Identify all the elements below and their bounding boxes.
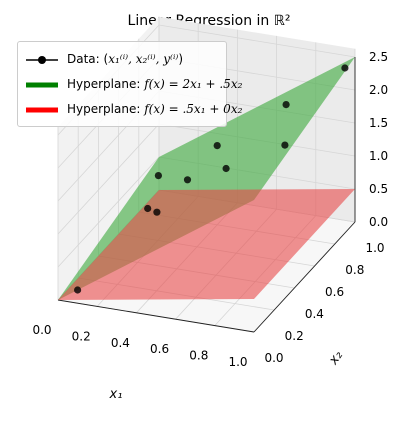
data-point: [74, 286, 82, 294]
data-point: [183, 176, 192, 184]
data-point: [144, 204, 152, 213]
x2-tick-label: 0.0: [264, 351, 283, 365]
legend-item-red-plane: Hyperplane: f(x) = .5x₁ + 0x₂: [24, 100, 242, 120]
legend-item-green-plane: Hyperplane: f(x) = 2x₁ + .5x₂: [24, 75, 242, 95]
legend-item-data: Data: (x₁⁽ⁱ⁾, x₂⁽ⁱ⁾, y⁽ⁱ⁾): [24, 50, 224, 70]
z-tick-label: 1.5: [369, 116, 388, 130]
x2-tick-label: 0.8: [345, 263, 364, 277]
z-tick-label: 1.0: [369, 149, 388, 163]
legend-label-green-plane: Hyperplane: f(x) = 2x₁ + .5x₂: [67, 77, 243, 91]
data-point: [281, 141, 289, 149]
data-point: [154, 172, 162, 180]
x1-axis-label: x₁: [109, 387, 123, 402]
z-tick-label: 2.0: [369, 83, 388, 97]
data-points: [74, 64, 349, 294]
z-tick-label: 0.0: [369, 215, 388, 229]
data-point: [282, 101, 290, 109]
legend-label-red-plane: Hyperplane: f(x) = .5x₁ + 0x₂: [67, 102, 243, 116]
tick-labels: 0.0 0.2 0.4 0.6 0.8 1.0 0.00.20.40.60.81.00.00…: [32, 50, 388, 369]
x2-tick-label: 0.6: [325, 285, 344, 299]
data-point: [222, 164, 230, 173]
x1-tick-label: 0.8: [189, 349, 208, 363]
x1-tick-label: 0.2: [72, 329, 91, 343]
x2-tick-label: 0.2: [285, 329, 304, 343]
legend: Data: (x₁⁽ⁱ⁾, x₂⁽ⁱ⁾, y⁽ⁱ⁾) Hyperplane: f…: [17, 41, 242, 127]
data-point: [153, 208, 161, 216]
data-point: [213, 142, 221, 150]
x1-tick-label: 0.0: [32, 323, 51, 337]
plane-red: [58, 189, 355, 300]
x2-tick-label: 0.4: [305, 307, 324, 321]
planes: [58, 57, 355, 300]
data-point: [341, 64, 349, 72]
x2-axis-label: x₂: [326, 348, 346, 368]
legend-marker-data: [26, 56, 58, 64]
legend-marker-red: [26, 107, 58, 113]
x2-tick-label: 1.0: [365, 241, 384, 255]
legend-label-data: Data: (x₁⁽ⁱ⁾, x₂⁽ⁱ⁾, y⁽ⁱ⁾): [67, 52, 184, 66]
z-tick-label: 2.5: [369, 50, 388, 64]
x2-axis-line: [253, 221, 356, 333]
z-tick-label: 0.5: [369, 182, 388, 196]
x1-axis-line: [57, 299, 255, 333]
legend-marker-green: [26, 82, 58, 88]
x1-tick-label: 0.4: [111, 336, 130, 350]
x1-tick-label: 1.0: [228, 355, 247, 369]
x1-tick-label: 0.6: [150, 342, 169, 356]
